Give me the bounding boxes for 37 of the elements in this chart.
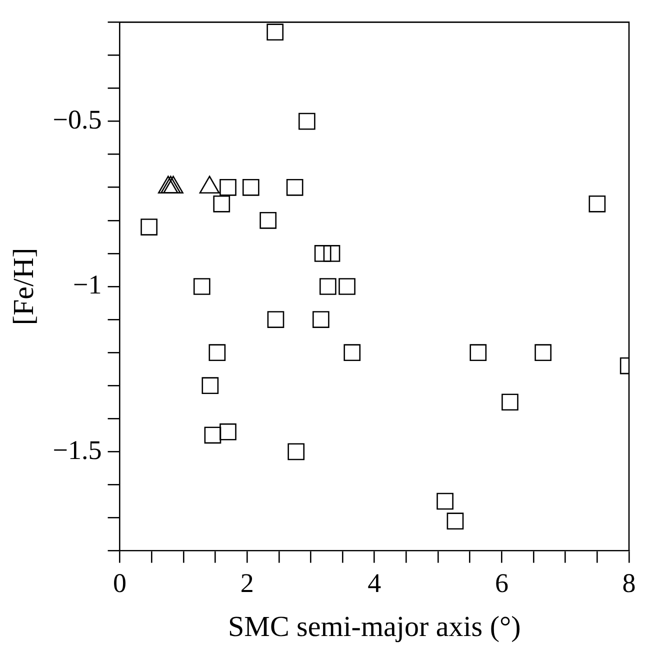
x-tick-label: 8	[622, 568, 636, 598]
point	[344, 344, 361, 362]
point	[242, 178, 260, 196]
x-axis-title: SMC semi-major axis (°)	[228, 611, 521, 644]
point	[323, 245, 340, 262]
y-tick-label: −1.5	[52, 434, 102, 465]
x-tick-label: 4	[368, 568, 382, 598]
point	[502, 394, 518, 411]
point	[288, 443, 305, 460]
point	[208, 344, 226, 362]
point	[436, 492, 454, 510]
point	[286, 178, 304, 196]
point	[204, 426, 222, 444]
point	[298, 112, 316, 130]
point	[193, 278, 210, 295]
point	[220, 178, 236, 196]
x-tick-label: 2	[240, 568, 254, 598]
point	[446, 512, 464, 530]
point	[470, 344, 487, 362]
x-tick-label: 6	[494, 568, 508, 598]
y-axis-title: [Fe/H]	[8, 248, 40, 326]
point	[319, 278, 336, 295]
point	[338, 278, 356, 295]
point	[312, 311, 330, 328]
point	[267, 311, 284, 328]
point	[220, 423, 236, 440]
point	[534, 344, 552, 362]
point	[140, 218, 158, 236]
point	[314, 245, 332, 262]
point	[266, 24, 284, 41]
point	[588, 195, 606, 212]
point	[202, 377, 219, 394]
y-tick-label: −1	[73, 270, 102, 300]
x-tick-label: 0	[113, 568, 127, 598]
point	[213, 195, 230, 212]
point	[260, 212, 277, 229]
y-tick-label: −0.5	[52, 104, 102, 134]
